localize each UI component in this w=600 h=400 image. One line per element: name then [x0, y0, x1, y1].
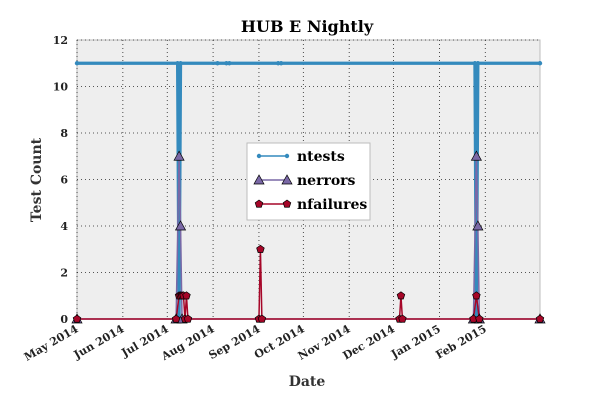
data-point-ntests [215, 61, 220, 66]
y-tick-label: 12 [53, 34, 68, 47]
data-point-ntests [74, 61, 80, 66]
legend-marker-nfailures [282, 199, 292, 208]
data-point-ntests [537, 61, 543, 66]
data-point-ntests [278, 61, 284, 66]
legend-marker-ntests [256, 153, 262, 159]
y-axis-label: Test Count [29, 137, 45, 222]
chart-title: HUB E Nightly [241, 17, 374, 36]
data-point-nfailures [475, 314, 484, 323]
data-point-nerrors [174, 220, 187, 231]
y-tick-label: 0 [60, 313, 68, 326]
data-point-ntests [475, 61, 481, 66]
grid [76, 39, 540, 320]
y-tick-label: 4 [60, 220, 68, 233]
data-point-ntests [178, 61, 183, 66]
data-point-nfailures [72, 314, 82, 323]
legend-label-nfailures: nfailures [297, 197, 367, 213]
legend-marker-ntests [284, 153, 290, 159]
y-tick-label: 2 [60, 267, 68, 280]
data-point-nfailures [182, 291, 191, 300]
x-axis-label: Date [289, 374, 326, 390]
data-point-nfailures [183, 314, 193, 323]
y-tick-label: 10 [53, 81, 69, 94]
legend-marker-nfailures [254, 199, 264, 208]
data-point-nerrors [472, 220, 484, 231]
x-tick-label: Feb 2015 [433, 322, 488, 361]
y-tick-label: 6 [60, 174, 68, 187]
legend-label-ntests: ntests [297, 149, 345, 165]
data-point-nerrors [470, 150, 482, 161]
y-axis-ticks: 0 2 4 6 8 10 12 [53, 34, 69, 326]
legend-label-nerrors: nerrors [297, 173, 356, 189]
data-point-nfailures [398, 314, 407, 323]
data-point-nfailures [535, 314, 545, 323]
x-tick-label: May 2014 [22, 322, 81, 364]
data-point-nerrors [173, 150, 185, 161]
y-tick-label: 8 [60, 127, 68, 140]
data-point-nfailures [256, 244, 265, 253]
x-tick-label: Jun 2014 [71, 322, 127, 362]
data-point-nfailures [257, 314, 267, 323]
legend-marker-nerrors [253, 174, 265, 185]
legend-marker-nerrors [281, 174, 293, 185]
x-tick-label: Jan 2015 [388, 322, 443, 361]
legend: ntests nerrors nfailures [246, 142, 371, 221]
data-point-nfailures [396, 291, 406, 300]
series-markers [71, 61, 546, 324]
data-point-nfailures [472, 291, 481, 300]
data-point-nfailures [171, 314, 181, 323]
data-point-ntests [227, 61, 232, 66]
